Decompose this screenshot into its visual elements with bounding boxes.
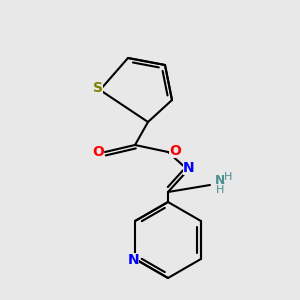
Text: O: O [169,144,181,158]
Text: O: O [92,145,104,159]
Text: N: N [215,175,225,188]
Text: N: N [183,161,195,175]
Text: N: N [127,253,139,267]
Text: S: S [93,81,103,95]
Text: H: H [216,185,224,195]
Text: H: H [224,172,232,182]
